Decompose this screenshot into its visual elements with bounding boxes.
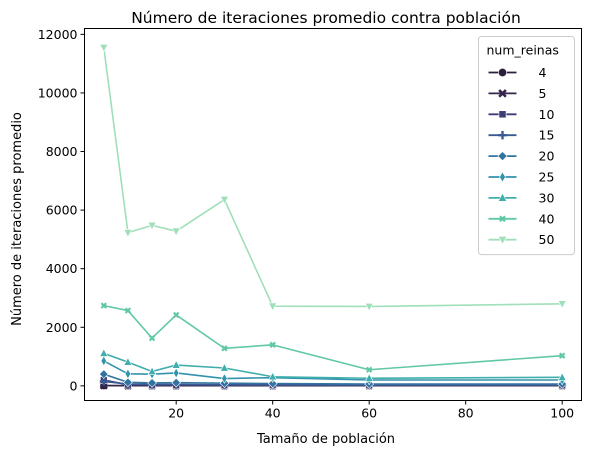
legend-box [478,36,575,256]
data-point [366,366,373,373]
series-line-50 [103,47,563,308]
legend-marker [498,89,507,98]
y-tick-label: 8000 [46,144,78,159]
series-line-25 [103,360,563,381]
series-40 [100,302,566,373]
legend-item-4: 4 [488,65,547,80]
x-tick-label: 60 [361,406,377,421]
legend-label: 50 [539,232,555,247]
data-point [100,355,107,367]
data-point [148,334,156,342]
legend-marker [497,236,508,245]
data-point [171,227,181,237]
legend-label: 25 [539,170,555,185]
data-point [269,341,276,349]
data-point [268,371,278,381]
data-point [173,367,180,379]
chart-title: Número de iteraciones promedio contra po… [131,9,521,27]
data-point [221,345,228,352]
data-point [124,307,132,314]
legend-item-50: 50 [488,232,555,247]
data-point [364,302,374,312]
series-line-30 [103,352,563,380]
y-tick-label: 4000 [46,261,78,276]
legend-marker [497,68,507,78]
series-20 [98,369,568,389]
data-point [557,372,567,381]
data-point [99,348,109,357]
y-tick-label: 12000 [38,27,78,42]
y-tick-label: 0 [70,378,78,393]
x-tick-label: 20 [168,406,184,421]
legend-label: 30 [539,190,555,205]
series-line-15 [103,380,563,386]
x-tick-label: 100 [550,406,574,421]
legend-item-5: 5 [488,86,547,101]
legend-label: 10 [539,107,555,122]
legend-marker [498,110,507,119]
legend-marker [498,131,507,140]
data-point [171,360,181,369]
legend-title: num_reinas [487,43,559,58]
series-50 [99,44,567,312]
data-point [98,369,109,379]
legend-marker [499,215,506,223]
legend-item-20: 20 [488,149,555,164]
data-point [100,302,107,309]
legend-label: 15 [539,128,555,143]
series-line-40 [103,304,563,371]
legend-item-10: 10 [488,107,555,122]
data-point [123,357,133,366]
x-tick-label: 80 [458,406,474,421]
legend-label: 4 [539,65,547,80]
legend-item-30: 30 [488,190,555,205]
legend-marker [497,151,508,162]
legend-marker [497,192,508,202]
data-point [124,368,132,380]
data-point [147,221,157,231]
data-point [173,311,180,319]
y-tick-label: 2000 [46,320,78,335]
y-axis-label: Número de iteraciones promedio [10,112,25,326]
data-point [123,377,133,388]
legend-item-25: 25 [488,170,555,185]
data-point [559,352,566,359]
data-point [219,196,229,205]
data-point [147,366,157,376]
y-tick-label: 6000 [46,203,78,218]
data-point [171,377,182,388]
data-point [221,373,228,384]
y-tick-label: 10000 [38,85,78,100]
legend-label: 20 [539,149,555,164]
data-point [557,300,567,309]
legend-marker [499,171,506,183]
legend-item-40: 40 [488,211,555,226]
legend-item-15: 15 [488,128,555,143]
data-point [267,378,278,389]
x-axis-label: Tamaño de población [256,432,395,447]
data-point [268,302,278,312]
data-point [219,362,229,372]
legend-label: 40 [539,211,555,226]
data-point [147,378,157,388]
legend-label: 5 [539,86,547,101]
x-tick-label: 40 [265,406,281,421]
data-point [123,229,133,238]
series-30 [99,348,567,382]
data-point [99,44,109,53]
plot-frame [84,28,582,401]
data-point [364,373,374,382]
legend: num_reinas 4 5 10 15 20 25 30 40 50 [478,36,575,256]
